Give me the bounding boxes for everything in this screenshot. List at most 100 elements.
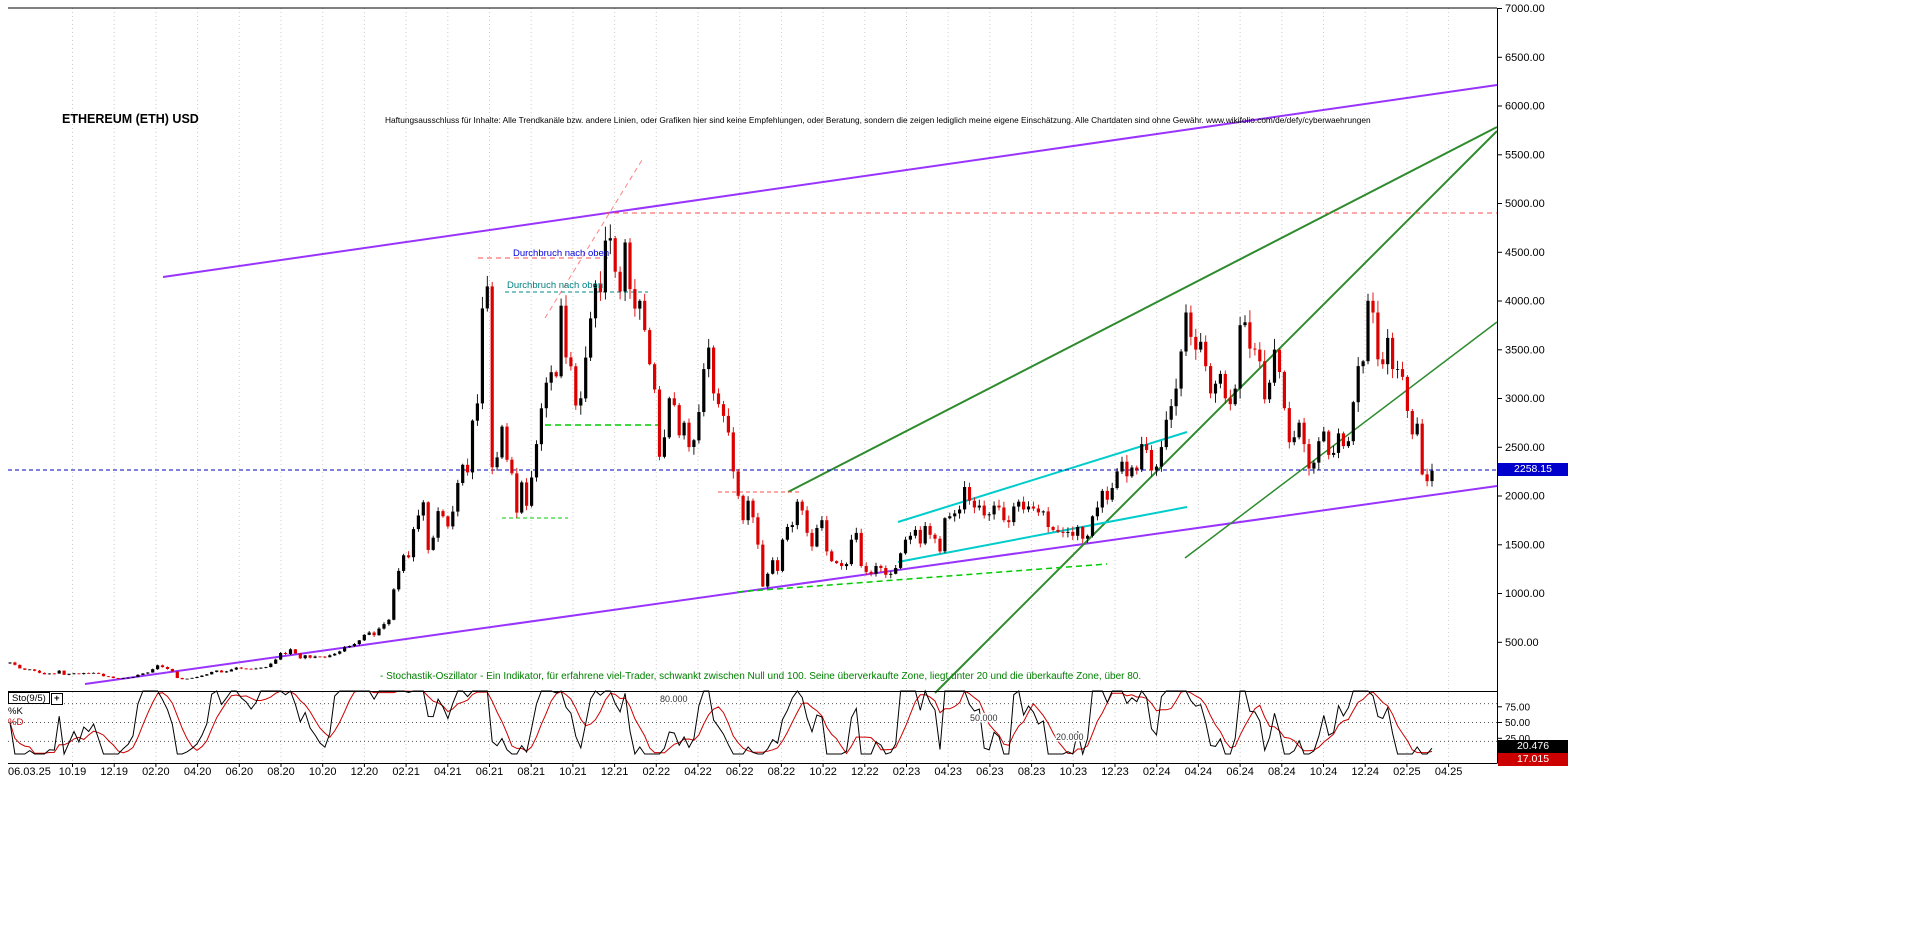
candle-body	[697, 412, 701, 441]
trendline-purple-channel-top[interactable]	[162, 84, 1498, 278]
candle-body	[1174, 388, 1178, 407]
candle-body	[156, 665, 160, 670]
candle-body	[8, 662, 12, 664]
time-axis-label: 08.23	[1018, 766, 1046, 778]
oscillator-axis-label: 25.00	[1505, 734, 1530, 745]
candle-body	[1145, 444, 1149, 450]
candle-body	[613, 238, 617, 272]
candle-body	[47, 673, 51, 675]
trendline-green-uptrend-main[interactable]	[787, 126, 1498, 493]
candle-body	[515, 473, 519, 513]
candle-body	[1031, 506, 1035, 509]
candle-body	[392, 589, 396, 620]
time-axis-label: 10.21	[559, 766, 587, 778]
current-price-badge: 2258.15	[1498, 463, 1568, 476]
candle-body	[707, 347, 711, 370]
candle-body	[953, 513, 957, 517]
oscillator-expand-button[interactable]: +	[50, 693, 63, 705]
candle-body	[382, 624, 386, 629]
candle-body	[1120, 461, 1124, 472]
trendline-red-dashed-steep-nov21[interactable]	[544, 159, 643, 319]
candle-body	[923, 526, 927, 544]
price-axis-label: 500.00	[1505, 637, 1539, 649]
price-axis-label: 2000.00	[1505, 491, 1545, 503]
price-axis-label: 5000.00	[1505, 198, 1545, 210]
candle-body	[52, 673, 56, 675]
candle-body	[1056, 529, 1060, 532]
candle-body	[254, 668, 258, 670]
candle-body	[716, 393, 721, 405]
price-axis-label: 2500.00	[1505, 442, 1545, 454]
candle-body	[559, 305, 563, 377]
candle-body	[131, 677, 135, 678]
candle-body	[13, 662, 17, 665]
candle-body	[229, 669, 233, 672]
candle-body	[200, 675, 204, 677]
candle-body	[1272, 349, 1277, 383]
time-axis-label: 08.20	[267, 766, 295, 778]
candle-body	[702, 369, 706, 412]
candle-body	[874, 566, 878, 574]
candle-body	[780, 539, 785, 571]
candle-body	[195, 677, 199, 678]
trendline-purple-channel-bottom[interactable]	[84, 485, 1498, 685]
candle-body	[564, 305, 568, 358]
candle-body	[1076, 527, 1080, 536]
candle-body	[967, 487, 972, 501]
candle-body	[288, 649, 293, 654]
trendline-cyan-channel-bottom[interactable]	[897, 506, 1188, 563]
candle-body	[1115, 471, 1119, 488]
candle-body	[972, 500, 976, 508]
trendline-cyan-channel-top[interactable]	[897, 431, 1188, 523]
candle-body	[1238, 325, 1242, 389]
candle-body	[785, 527, 789, 540]
candle-body	[1036, 508, 1040, 513]
candle-body	[1292, 437, 1296, 443]
candle-body	[367, 632, 371, 635]
candle-body	[505, 426, 509, 460]
candle-body	[1090, 516, 1095, 536]
trendline-green-dashed-base[interactable]	[736, 563, 1108, 593]
candle-body	[1322, 431, 1326, 442]
stochastic-d-line	[9, 690, 1433, 755]
time-axis-label: 04.23	[934, 766, 962, 778]
trendline-green-uptrend-steep[interactable]	[934, 130, 1498, 694]
stochastic-k-value-badge: 20.476	[1498, 740, 1568, 753]
candle-body	[963, 487, 967, 510]
candle-body	[672, 398, 676, 406]
candle-body	[593, 284, 598, 319]
time-axis-label: 04.25	[1435, 766, 1463, 778]
candle-body	[1386, 337, 1390, 365]
candle-body	[913, 529, 917, 536]
candle-body	[933, 534, 937, 539]
candle-body	[1149, 450, 1154, 471]
oscillator-name-button[interactable]: Sto(9/5)	[8, 692, 50, 704]
candle-body	[1223, 373, 1227, 399]
candle-body	[1012, 506, 1016, 523]
time-axis-label: 04.21	[434, 766, 462, 778]
candle-body	[1046, 511, 1050, 527]
trendline-green-uptrend-right[interactable]	[1184, 321, 1498, 559]
candle-body	[623, 242, 627, 292]
candle-body	[239, 667, 243, 669]
time-axis-label: 10.24	[1310, 766, 1338, 778]
candle-body	[1327, 431, 1331, 455]
candle-body	[840, 563, 844, 566]
candle-body	[879, 566, 883, 568]
disclaimer-text: Haftungsausschluss für Inhalte: Alle Tre…	[385, 115, 1371, 125]
candle-body	[495, 457, 499, 468]
candle-body	[977, 505, 981, 508]
candle-body	[23, 668, 27, 670]
candle-body	[293, 649, 297, 654]
candle-body	[736, 471, 740, 496]
time-axis-label: 08.24	[1268, 766, 1296, 778]
candle-body	[908, 535, 912, 540]
candle-body	[1302, 422, 1306, 445]
candle-body	[825, 520, 829, 552]
candle-body	[1371, 300, 1375, 313]
candle-body	[1282, 372, 1286, 409]
time-axis-label: 04.20	[184, 766, 212, 778]
candle-body	[470, 420, 475, 473]
oscillator-axis-label: 50.00	[1505, 718, 1530, 729]
